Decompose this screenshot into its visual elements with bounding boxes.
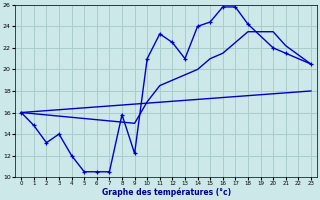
X-axis label: Graphe des températures (°c): Graphe des températures (°c) [101, 188, 231, 197]
